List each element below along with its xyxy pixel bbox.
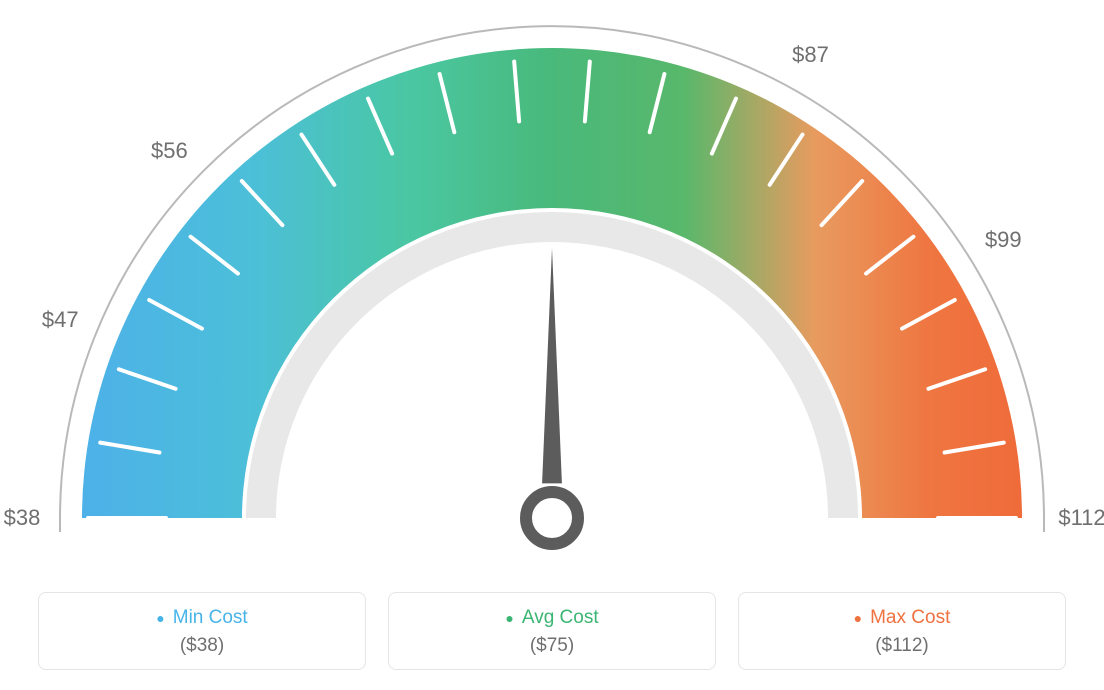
legend-min-label: Min Cost bbox=[39, 607, 365, 629]
gauge-tick-label: $47 bbox=[42, 307, 79, 333]
legend-min-value: ($38) bbox=[39, 635, 365, 657]
legend-avg-value: ($75) bbox=[389, 635, 715, 657]
gauge-tick-label: $87 bbox=[792, 42, 829, 68]
gauge-tick-label: $56 bbox=[151, 138, 188, 164]
legend-card-min: Min Cost ($38) bbox=[38, 592, 366, 670]
legend-card-avg: Avg Cost ($75) bbox=[388, 592, 716, 670]
legend-avg-label: Avg Cost bbox=[389, 607, 715, 629]
legend-max-label: Max Cost bbox=[739, 607, 1065, 629]
legend-max-value: ($112) bbox=[739, 635, 1065, 657]
gauge-tick-label: $99 bbox=[985, 227, 1022, 253]
gauge-chart: $38 $47 $56 $75 $87 $99 $112 bbox=[0, 0, 1104, 560]
gauge-tick-label: $112 bbox=[1058, 505, 1104, 531]
gauge-tick-label: $75 bbox=[534, 0, 571, 1]
gauge-svg bbox=[0, 0, 1104, 560]
legend-card-max: Max Cost ($112) bbox=[738, 592, 1066, 670]
gauge-tick-label: $38 bbox=[4, 505, 41, 531]
legend-row: Min Cost ($38) Avg Cost ($75) Max Cost (… bbox=[0, 592, 1104, 670]
